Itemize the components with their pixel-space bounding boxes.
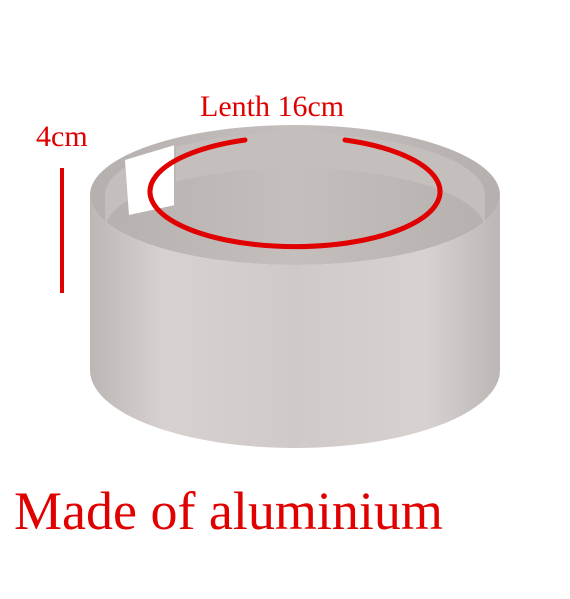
length-label: Lenth 16cm: [200, 90, 344, 124]
material-caption: Made of aluminium: [14, 480, 443, 542]
bracelet-svg: [80, 120, 510, 450]
height-indicator-line: [60, 168, 64, 293]
bracelet-diagram: [80, 120, 510, 450]
height-label: 4cm: [36, 120, 88, 154]
